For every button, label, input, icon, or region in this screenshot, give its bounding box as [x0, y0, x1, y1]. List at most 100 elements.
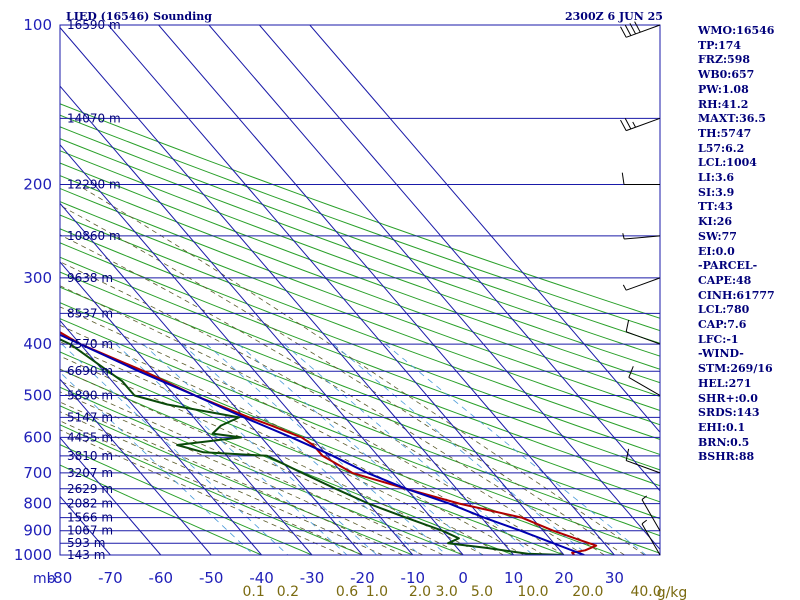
- wind-barb-half-flag: [632, 121, 637, 128]
- wind-barb-flag: [628, 366, 634, 378]
- chart-title: LIED (16546) Sounding: [66, 10, 212, 23]
- temperature-tick-label: -40: [249, 569, 274, 587]
- temperature-tick-label: -20: [350, 569, 375, 587]
- wind-barb-flag: [634, 21, 641, 33]
- mixing-ratio-label: 40.0: [630, 584, 661, 600]
- pressure-tick-label: 800: [23, 495, 52, 513]
- mixing-ratio-label: 5.0: [471, 584, 493, 600]
- sounding-index: TT:43: [698, 200, 733, 214]
- pressure-tick-label: 100: [23, 16, 52, 34]
- dewpoint-trace: [60, 338, 565, 555]
- temperature-tick-label: -80: [48, 569, 73, 587]
- height-label: 9638 m: [67, 271, 113, 285]
- height-label: 12290 m: [67, 178, 121, 192]
- isotherm: [60, 26, 514, 555]
- isotherm: [259, 25, 660, 492]
- sounding-index: WMO:16546: [698, 24, 775, 37]
- sounding-index: CAP:7.6: [698, 318, 747, 332]
- height-label: 4455 m: [67, 430, 113, 444]
- wind-barb: [622, 277, 661, 291]
- chart-time: 2300Z 6 JUN 25: [565, 10, 663, 23]
- sounding-index: MAXT:36.5: [698, 112, 766, 126]
- sounding-index: CINH:61777: [698, 288, 775, 302]
- wind-barb: [625, 319, 661, 345]
- profile-layer: [60, 331, 598, 555]
- mixing-ratio-label: 3.0: [436, 584, 458, 600]
- wind-barb-flag: [620, 119, 627, 131]
- isotherm: [60, 85, 464, 555]
- pressure-tick-label: 900: [23, 522, 52, 540]
- isotherm: [60, 202, 363, 555]
- sounding-index: FRZ:598: [698, 53, 751, 67]
- height-label: 1566 m: [67, 511, 113, 525]
- temperature-tick-label: -50: [199, 569, 224, 587]
- isotherm: [60, 319, 262, 555]
- sounding-indices-list: WMO:16546 TP:174 FRZ:598 WB0:657 PW:1.08 RH:4…: [698, 24, 775, 465]
- height-label: 3810 m: [67, 449, 113, 463]
- wind-barb-half-flag: [641, 519, 648, 525]
- mixing-ratio-label: 1.0: [366, 584, 388, 600]
- height-label: 2629 m: [67, 482, 113, 496]
- sounding-index: CAPE:48: [698, 273, 752, 287]
- wind-barb-staff: [626, 24, 661, 38]
- isotherm: [107, 25, 565, 555]
- pressure-tick-label: 500: [23, 386, 52, 404]
- plot-frame: [59, 24, 661, 556]
- wind-barb-flag: [621, 172, 625, 185]
- wind-barb: [625, 448, 661, 474]
- isotherm: [60, 437, 162, 555]
- sounding-index: HEL:271: [698, 376, 752, 390]
- wind-barb-half-flag: [641, 495, 648, 500]
- grid-layer: [60, 25, 660, 555]
- isotherm: [208, 25, 660, 551]
- sounding-index: LFC:-1: [698, 332, 739, 346]
- mixing-ratio-label: 2.0: [409, 584, 431, 600]
- height-label: 6690 m: [67, 364, 113, 378]
- wind-barb-staff: [641, 523, 661, 556]
- wind-barb: [622, 233, 661, 240]
- pressure-tick-label: 200: [23, 176, 52, 194]
- wind-barb-staff: [626, 277, 661, 291]
- wind-barb: [641, 519, 661, 556]
- wind-barb: [621, 172, 660, 186]
- sounding-index: RH:41.2: [698, 97, 749, 111]
- wind-barbs: [620, 21, 661, 556]
- wind-barb-flag: [629, 23, 637, 35]
- wind-barb-staff: [626, 331, 661, 345]
- wind-barb-flag: [624, 118, 632, 130]
- temperature-tick-label: -10: [401, 569, 426, 587]
- mixing-ratio-label: 0.6: [336, 584, 358, 600]
- temperature-tick-label: -70: [98, 569, 123, 587]
- parcel-trace: [60, 333, 585, 555]
- temperature-tick-label: 10: [504, 569, 523, 587]
- isotherm: [309, 25, 660, 433]
- mixing-ratio-label: 10.0: [517, 584, 548, 600]
- sounding-index: -PARCEL-: [698, 259, 758, 273]
- height-label: 14070 m: [67, 111, 121, 125]
- wind-barb: [620, 21, 661, 38]
- sounding-index: LCL:780: [698, 303, 750, 317]
- sounding-index: LI:3.6: [698, 171, 735, 185]
- temperature-tick-label: -60: [149, 569, 174, 587]
- sounding-index: KI:26: [698, 215, 733, 229]
- wind-barb-staff: [628, 377, 661, 396]
- sounding-index: WB0:657: [698, 68, 755, 82]
- sounding-index: EHI:0.1: [698, 420, 746, 434]
- mixing-ratio-label: 0.2: [277, 584, 299, 600]
- moist-adiabat: [60, 306, 545, 555]
- isotherm: [158, 25, 615, 555]
- height-label: 5147 m: [67, 410, 113, 424]
- temperature-tick-label: 20: [554, 569, 573, 587]
- height-label: 593 m: [67, 536, 105, 550]
- moist-adiabat: [60, 324, 524, 555]
- wind-barb-flag: [620, 26, 627, 38]
- mixing-ratio-label: 20.0: [572, 584, 603, 600]
- height-label: 16590 m: [67, 18, 121, 32]
- height-label: 3207 m: [67, 466, 113, 480]
- isotherm: [60, 378, 212, 555]
- height-label: 1067 m: [67, 524, 113, 538]
- sounding-index: EI:0.0: [698, 244, 735, 258]
- wind-barb-half-flag: [622, 284, 627, 291]
